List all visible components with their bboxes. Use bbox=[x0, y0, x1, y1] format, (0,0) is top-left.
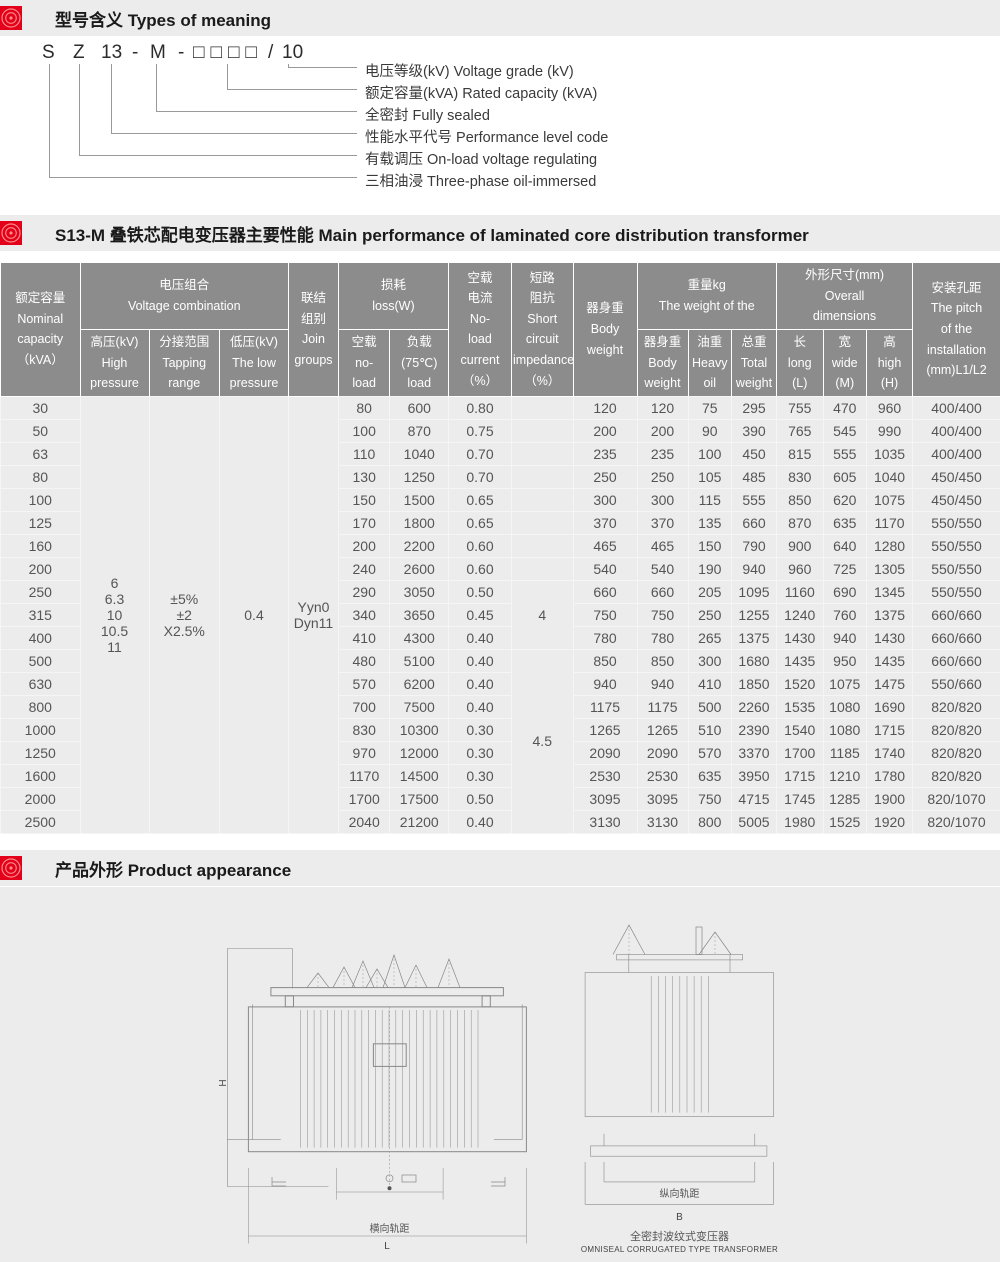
svg-text:横向轨距: 横向轨距 bbox=[370, 1222, 410, 1235]
svg-text:B: B bbox=[676, 1212, 683, 1223]
svg-text:OMNISEAL CORRUGATED TYPE TRANS: OMNISEAL CORRUGATED TYPE TRANSFORMER bbox=[581, 1245, 778, 1254]
svg-text:纵向轨距: 纵向轨距 bbox=[660, 1187, 700, 1200]
svg-text:L: L bbox=[384, 1241, 390, 1252]
svg-text:全密封波纹式变压器: 全密封波纹式变压器 bbox=[630, 1229, 729, 1243]
svg-text:H: H bbox=[218, 1079, 229, 1086]
